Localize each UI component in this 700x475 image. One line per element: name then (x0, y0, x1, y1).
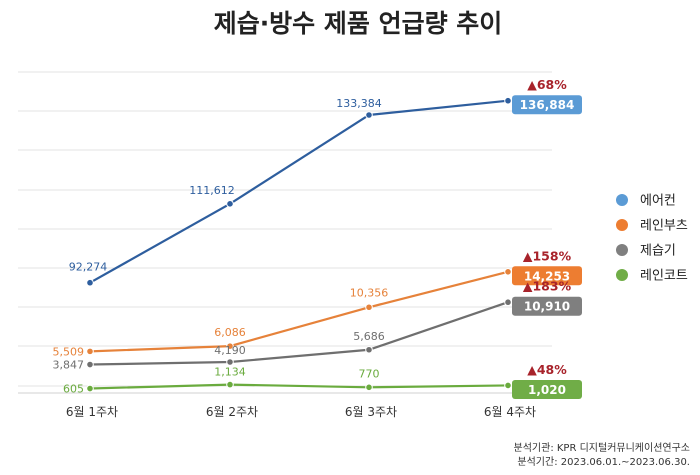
data-point (86, 360, 94, 369)
legend-marker (616, 194, 628, 206)
data-label: 770 (359, 367, 380, 380)
series-line (89, 99, 509, 284)
legend-label: 에어컨 (640, 194, 676, 209)
data-point (365, 303, 373, 312)
series-line (89, 301, 509, 366)
series-line (89, 270, 509, 353)
data-point (226, 358, 234, 366)
data-point (504, 267, 512, 276)
data-label: 133,384 (336, 97, 382, 110)
end-badges: 136,884 ▲68% 14,253 ▲158% 10,910 ▲183% 1,020 ▲4… (512, 77, 582, 399)
x-tick-labels: 6월 1주차 6월 2주차 6월 3주차 6월 4주차 (66, 405, 536, 419)
data-label: 10,356 (350, 286, 389, 299)
series-line (89, 383, 509, 390)
data-label: 6,086 (214, 326, 246, 339)
data-point (504, 96, 512, 105)
end-value-label: 10,910 (524, 300, 570, 314)
gridlines (18, 71, 552, 394)
data-point (86, 384, 94, 393)
data-label: 92,274 (69, 261, 108, 274)
change-percent-label: ▲48% (527, 362, 567, 377)
data-labels: 92,274 111,612 133,384 5,509 6,086 10,356 3,84… (53, 97, 389, 396)
change-percent-label: ▲158% (523, 248, 572, 263)
legend-marker (616, 244, 628, 256)
end-value-badge (512, 95, 582, 115)
end-value-badge (512, 296, 582, 316)
data-label: 4,190 (214, 344, 246, 357)
data-label: 1,134 (214, 366, 246, 379)
legend-label: 레인부츠 (640, 219, 688, 234)
x-tick-label: 6월 2주차 (206, 405, 258, 419)
legend-marker (616, 269, 628, 281)
data-label: 3,847 (53, 359, 85, 372)
data-point (226, 200, 234, 208)
data-point (365, 111, 373, 119)
series-lines (89, 99, 509, 390)
end-value-label: 1,020 (528, 383, 566, 397)
end-value-badge (512, 266, 582, 286)
data-point (86, 278, 94, 287)
data-point (504, 298, 512, 307)
data-label: 111,612 (189, 184, 235, 197)
series-points (86, 96, 512, 393)
end-value-label: 14,253 (524, 269, 570, 283)
data-point (226, 342, 234, 350)
x-tick-label: 6월 4주차 (484, 405, 536, 419)
x-tick-label: 6월 1주차 (66, 405, 118, 419)
change-percent-label: ▲68% (527, 77, 567, 92)
data-point (365, 383, 373, 392)
source-line-2: 분석기간: 2023.06.01.~2023.06.30. (517, 456, 690, 468)
data-point (365, 345, 373, 354)
legend-marker (616, 219, 628, 231)
data-point (226, 380, 234, 389)
legend-label: 제습기 (640, 244, 676, 259)
legend-label: 레인코트 (640, 269, 688, 284)
data-label: 605 (63, 383, 84, 396)
end-value-label: 136,884 (520, 98, 575, 112)
data-point (504, 381, 512, 390)
data-label: 5,686 (353, 330, 385, 343)
chart-title: 제습·방수 제품 언급량 추이 (214, 9, 503, 38)
data-label: 5,509 (53, 345, 85, 358)
x-tick-label: 6월 3주차 (345, 405, 397, 419)
end-value-badge (512, 379, 582, 399)
source-line-1: 분석기관: KPR 디지털커뮤니케이션연구소 (514, 442, 690, 454)
change-percent-label: ▲183% (523, 279, 572, 294)
data-point (86, 347, 94, 356)
